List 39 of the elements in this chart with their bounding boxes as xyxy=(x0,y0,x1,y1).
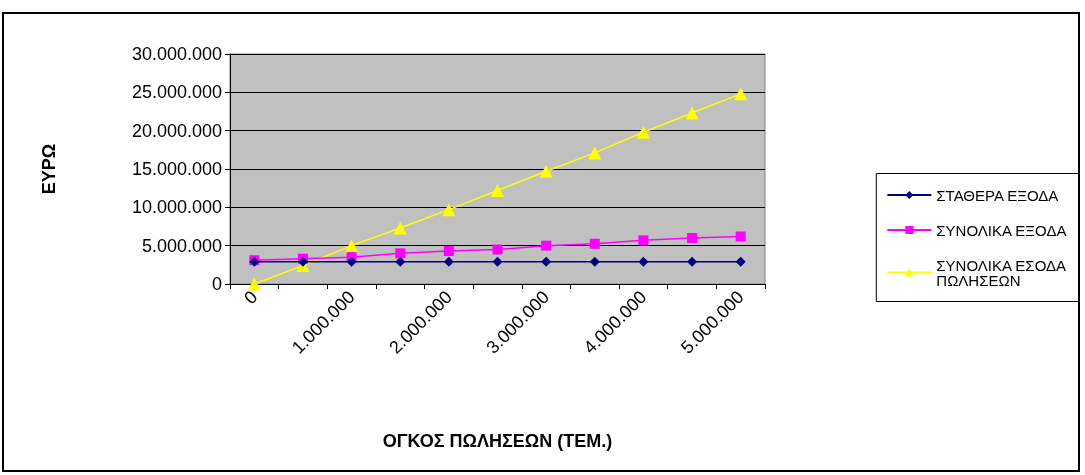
point xyxy=(442,203,456,217)
point xyxy=(539,164,553,178)
y-tick-label: 10.000.000 xyxy=(131,197,222,218)
y-tick-label: 30.000.000 xyxy=(131,44,222,64)
point xyxy=(638,256,649,267)
point xyxy=(685,106,699,120)
point xyxy=(735,256,746,267)
point xyxy=(346,256,357,267)
point xyxy=(734,87,748,101)
point xyxy=(687,233,698,243)
legend-label: ΣΥΝΟΛΙΚΑ ΕΞΟΔΑ xyxy=(936,221,1067,239)
point xyxy=(636,125,650,139)
point xyxy=(443,246,454,257)
y-tick-label: 25.000.000 xyxy=(131,82,222,103)
point xyxy=(589,238,600,249)
point xyxy=(395,256,406,267)
point xyxy=(687,256,698,267)
point xyxy=(395,248,406,259)
x-tick-label: 0 xyxy=(240,286,262,309)
x-axis-title: ΟΓΚΟΣ ΠΩΛΗΣΕΩΝ (ΤΕΜ.) xyxy=(382,431,613,451)
point xyxy=(492,244,503,255)
point xyxy=(541,240,552,251)
y-tick-label: 20.000.000 xyxy=(131,120,222,141)
point xyxy=(589,256,600,267)
legend-label: ΣΥΝΟΛΙΚΑ ΕΣΟΔΑ ΠΩΛΗΣΕΩΝ xyxy=(936,256,1070,289)
point xyxy=(247,277,261,291)
legend-label: ΣΤΑΘΕΡΑ ΕΞΟΔΑ xyxy=(936,186,1059,204)
point xyxy=(443,256,454,267)
point xyxy=(541,256,552,267)
y-tick-label: 15.000.000 xyxy=(131,159,222,179)
point xyxy=(492,256,503,267)
point xyxy=(588,146,602,160)
point xyxy=(345,239,359,253)
y-tick-label: 5.000.000 xyxy=(141,235,222,256)
point xyxy=(491,183,504,197)
point xyxy=(638,235,649,246)
y-axis-title: ΕΥΡΩ xyxy=(39,143,59,195)
point xyxy=(393,221,407,235)
point xyxy=(735,231,746,242)
